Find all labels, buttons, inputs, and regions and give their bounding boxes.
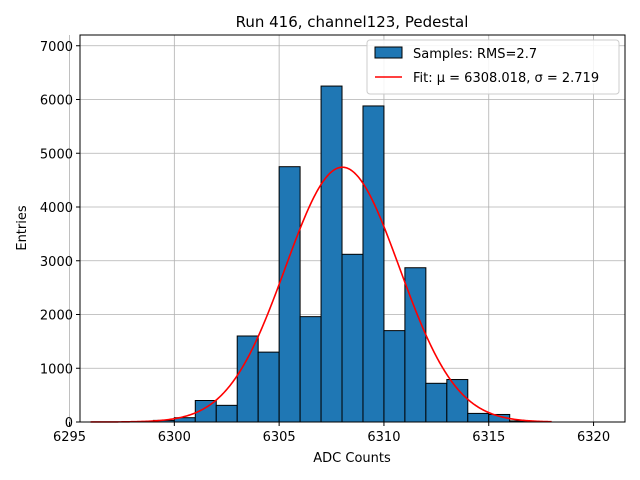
histogram-bar	[341, 253, 364, 423]
x-axis-label: ADC Counts	[313, 451, 391, 466]
y-tick-label: 4000	[40, 201, 73, 216]
histogram-bar	[362, 105, 385, 423]
legend-label-fit: Fit: μ = 6308.018, σ = 2.719	[413, 71, 599, 86]
histogram-bar	[278, 166, 301, 423]
x-tick-label: 6305	[263, 430, 296, 445]
y-tick-label: 6000	[40, 94, 73, 109]
histogram-bar	[299, 316, 322, 423]
x-tick-label: 6295	[53, 430, 86, 445]
y-tick-label: 7000	[40, 40, 73, 55]
histogram-bar	[383, 330, 406, 423]
legend-swatch-samples	[374, 46, 403, 59]
legend-box	[366, 39, 620, 95]
histogram-bar	[320, 85, 343, 423]
x-tick-label: 6320	[577, 430, 610, 445]
y-tick-label: 2000	[40, 309, 73, 324]
y-tick-label: 0	[65, 416, 73, 431]
bars-layer	[152, 85, 532, 423]
histogram-bar	[467, 412, 490, 423]
x-tick-label: 6315	[472, 430, 505, 445]
histogram-bar	[425, 382, 448, 423]
y-tick-label: 3000	[40, 255, 73, 270]
y-tick-label: 1000	[40, 362, 73, 377]
chart-title: Run 416, channel123, Pedestal	[236, 13, 469, 31]
y-tick-label: 5000	[40, 147, 73, 162]
x-tick-label: 6310	[367, 430, 400, 445]
ticks-layer: 6295 6300 6305 6310 6315 6320 0 1000 2000 3000 400…	[40, 40, 610, 445]
legend: Samples: RMS=2.7 Fit: μ = 6308.018, σ = …	[366, 39, 620, 95]
legend-label-samples: Samples: RMS=2.7	[413, 47, 537, 62]
histogram-bar	[215, 404, 238, 423]
histogram-bar	[236, 335, 259, 423]
fit-layer	[90, 166, 552, 423]
y-axis-label: Entries	[15, 205, 30, 251]
gaussian-fit-line	[90, 166, 552, 423]
x-tick-label: 6300	[158, 430, 191, 445]
histogram-bar	[257, 351, 280, 423]
histogram-bar	[446, 379, 469, 423]
plot-frame	[79, 34, 626, 423]
